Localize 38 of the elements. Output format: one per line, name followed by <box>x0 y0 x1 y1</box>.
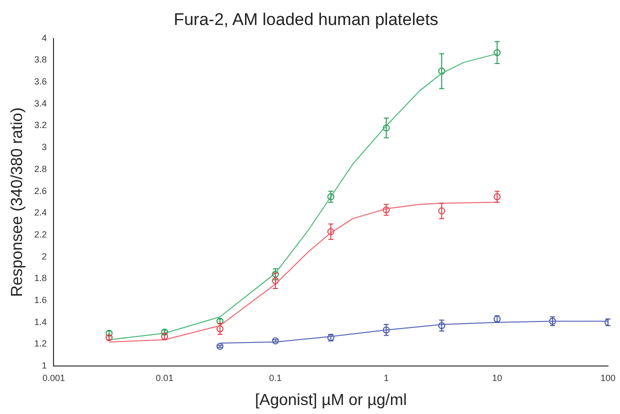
x-axis-title: [Agonist] µM or µg/ml <box>254 392 407 409</box>
y-tick-label: 3 <box>42 142 47 152</box>
y-tick-label: 3.6 <box>34 76 47 87</box>
y-tick-label: 2.6 <box>34 186 47 196</box>
point <box>494 49 501 56</box>
point <box>438 68 446 75</box>
point <box>272 277 279 284</box>
x-tick-label: 10 <box>492 372 502 383</box>
y-tick-label: 2.2 <box>34 229 47 240</box>
y-tick-label: 4 <box>42 32 47 43</box>
y-tick-label: 1.8 <box>34 273 47 284</box>
y-tick-label: 2.4 <box>34 208 47 218</box>
x-tick-label: 100 <box>600 372 616 383</box>
y-tick-label: 1.6 <box>34 294 47 305</box>
y-tick-label: 3.4 <box>34 98 47 108</box>
y-tick-label: 1.2 <box>34 338 47 349</box>
point <box>327 228 334 236</box>
point <box>161 332 168 340</box>
point <box>327 193 334 200</box>
x-tick-label: 0.1 <box>269 372 282 383</box>
point <box>106 334 113 342</box>
point <box>382 124 390 132</box>
point <box>382 206 390 214</box>
x-tick-label: 0.01 <box>156 372 174 383</box>
y-tick-label: 3.8 <box>34 54 47 65</box>
point <box>272 270 279 278</box>
y-axis-title: Responsee (340/380 ratio) <box>9 107 26 297</box>
point <box>216 325 224 332</box>
y-tick-label: 2 <box>42 251 47 262</box>
x-tick-label: 0.001 <box>42 372 65 383</box>
x-tick-label: 1 <box>384 372 389 383</box>
y-tick-label: 1 <box>42 360 47 370</box>
point <box>438 207 446 214</box>
y-tick-label: 2.8 <box>34 164 47 174</box>
chart-title: Fura-2, AM loaded human platelets <box>174 10 438 29</box>
y-tick-label: 3.2 <box>34 120 47 130</box>
point <box>494 193 501 200</box>
y-tick-label: 1.4 <box>34 316 47 327</box>
